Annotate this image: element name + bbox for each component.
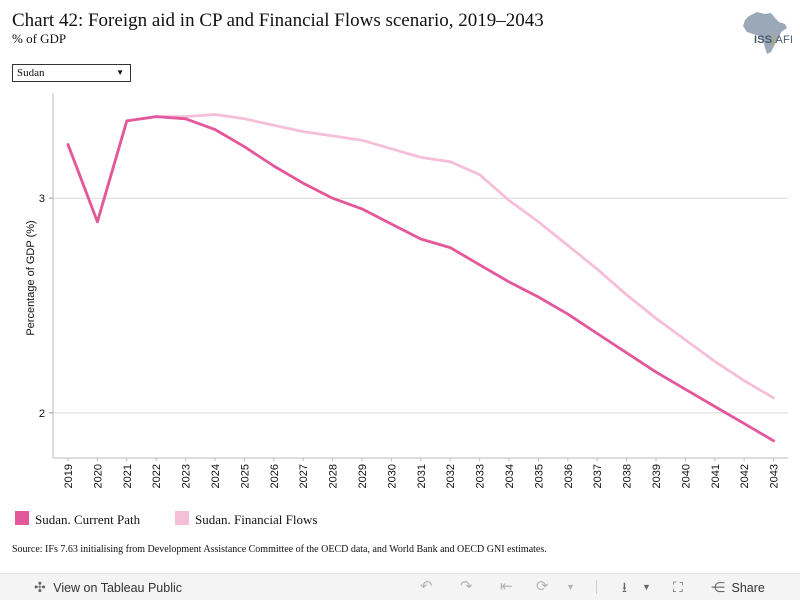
source-note: Source: IFs 7.63 initialising from Devel…: [12, 544, 547, 555]
africa-map-logo: [743, 12, 787, 54]
logo-text-iss: ISS: [754, 34, 773, 46]
x-tick-label: 2026: [269, 464, 281, 488]
y-tick-labels: 23: [39, 193, 45, 420]
share-label: Share: [731, 581, 765, 595]
revert-icon[interactable]: ⇤: [500, 578, 513, 595]
country-dropdown[interactable]: Sudan ▼: [12, 64, 131, 82]
x-tick-label: 2042: [739, 464, 751, 488]
view-on-tableau-button[interactable]: ✣ View on Tableau Public: [34, 574, 182, 600]
x-tick-label: 2024: [210, 464, 222, 488]
x-tick-label: 2033: [475, 464, 487, 488]
toolbar-divider: [596, 580, 597, 594]
logo-text: ISS|AFI: [754, 34, 793, 46]
y-tick-label: 3: [39, 193, 45, 205]
x-tick-label: 2030: [386, 464, 398, 488]
x-tick-label: 2037: [592, 464, 604, 488]
x-tick-label: 2043: [769, 464, 781, 488]
line-chart: 2019 2020 2021 2022 2023 2024 2025 2026 2027 2028…: [25, 93, 788, 488]
fullscreen-icon[interactable]: ⛶: [673, 579, 683, 595]
x-tick-labels: 2019 2020 2021 2022 2023 2024 2025 2026 2027 2028…: [63, 464, 781, 488]
x-tick-label: 2021: [122, 464, 134, 488]
series-line-current-path: [66, 115, 775, 443]
logo-separator: |: [772, 34, 776, 46]
x-tick-label: 2031: [416, 464, 428, 488]
x-tick-label: 2036: [563, 464, 575, 488]
series-line-financial-flows: [66, 113, 775, 400]
x-tick-label: 2035: [533, 464, 545, 488]
x-tick-label: 2039: [651, 464, 663, 488]
x-tick-label: 2029: [357, 464, 369, 488]
x-tick-label: 2022: [151, 464, 163, 488]
legend-label-current-path: Sudan. Current Path: [35, 512, 141, 527]
x-tick-label: 2032: [445, 464, 457, 488]
tableau-toolbar: ✣ View on Tableau Public ↶ ↷ ⇤ ⟳ ▼ ⭳ ▼ ⛶…: [0, 573, 800, 600]
share-icon: ⋲: [711, 579, 725, 595]
x-tick-label: 2040: [680, 464, 692, 488]
x-tick-label: 2027: [298, 464, 310, 488]
dropdown-arrow-icon: ▼: [116, 68, 124, 77]
tableau-logo-icon: ✣: [34, 579, 46, 595]
x-tick-label: 2041: [710, 464, 722, 488]
chart-title: Chart 42: Foreign aid in CP and Financia…: [12, 10, 544, 31]
chart-subtitle: % of GDP: [12, 31, 67, 46]
x-tick-label: 2025: [239, 464, 251, 488]
y-tick-label: 2: [39, 408, 45, 420]
download-icon[interactable]: ⭳: [622, 579, 627, 595]
refresh-menu-chevron-icon[interactable]: ▼: [566, 582, 575, 592]
x-tick-label: 2034: [504, 464, 516, 488]
refresh-icon[interactable]: ⟳: [536, 578, 549, 595]
chart-grid: [53, 197, 788, 414]
country-dropdown-value: Sudan: [17, 67, 45, 79]
x-tick-label: 2020: [92, 464, 104, 488]
legend-swatch-financial-flows: [175, 511, 189, 525]
logo-text-afi: AFI: [775, 34, 794, 46]
download-menu-chevron-icon[interactable]: ▼: [642, 582, 651, 592]
chart-series: [66, 113, 775, 443]
chart-axes: [49, 93, 788, 461]
legend-swatch-current-path: [15, 511, 29, 525]
x-tick-label: 2019: [63, 464, 75, 488]
y-axis-label: Percentage of GDP (%): [25, 220, 37, 335]
redo-icon[interactable]: ↷: [460, 578, 473, 595]
x-tick-label: 2038: [622, 464, 634, 488]
undo-icon[interactable]: ↶: [420, 578, 433, 595]
legend-label-financial-flows: Sudan. Financial Flows: [195, 512, 318, 527]
view-on-tableau-label: View on Tableau Public: [53, 581, 183, 595]
x-tick-label: 2028: [328, 464, 340, 488]
share-button[interactable]: ⋲ Share: [711, 574, 765, 600]
x-tick-label: 2023: [181, 464, 193, 488]
